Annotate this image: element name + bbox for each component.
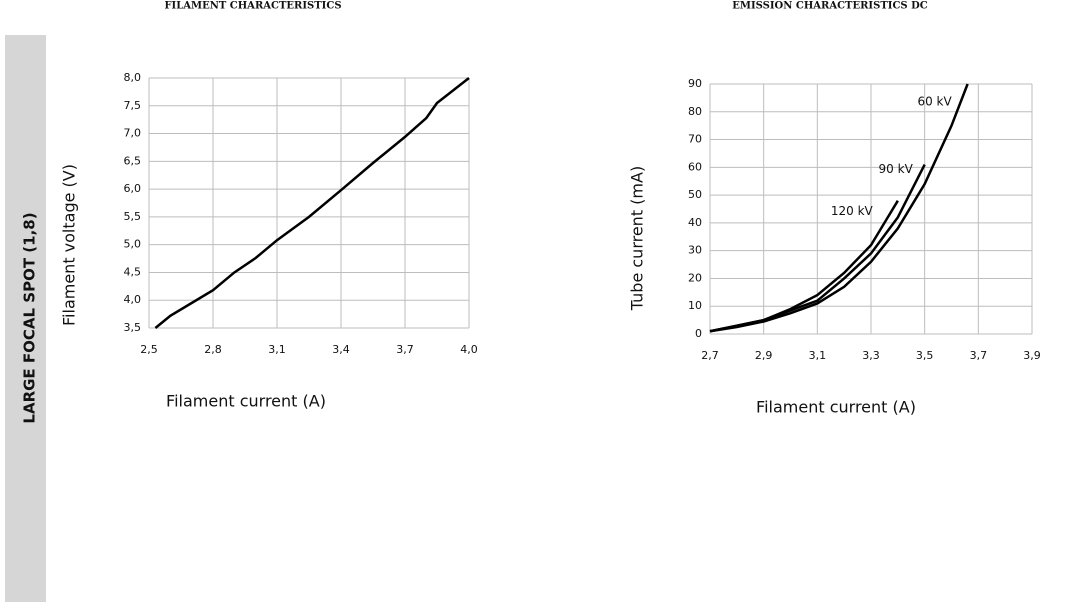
series-label: 90 kV xyxy=(879,162,914,176)
chart-title: EMISSION CHARACTERISTICS DC xyxy=(732,1,928,12)
series-label: 120 kV xyxy=(831,204,874,218)
x-tick-label: 2,5 xyxy=(140,343,158,356)
x-axis-label: Filament current (A) xyxy=(166,392,326,411)
line xyxy=(154,77,470,329)
series-label: 60 kV xyxy=(917,95,952,109)
y-axis-label: Tube current (mA) xyxy=(628,166,647,311)
chart-title: FILAMENT CHARACTERISTICS xyxy=(164,1,341,12)
y-tick-label: 40 xyxy=(688,216,702,229)
y-tick-label: 70 xyxy=(688,133,702,146)
side-label: LARGE FOCAL SPOT (1,8) xyxy=(21,212,39,423)
y-tick-label: 90 xyxy=(688,77,702,90)
y-tick-label: 4,0 xyxy=(124,293,142,306)
x-tick-label: 2,9 xyxy=(755,349,773,362)
y-tick-label: 7,5 xyxy=(124,99,142,112)
y-tick-label: 3,5 xyxy=(124,321,142,334)
x-tick-label: 3,1 xyxy=(268,343,286,356)
x-tick-label: 3,5 xyxy=(916,349,934,362)
side-band xyxy=(5,35,46,602)
line xyxy=(709,200,899,333)
y-tick-label: 20 xyxy=(688,271,702,284)
y-axis-label: Filament voltage (V) xyxy=(60,164,79,326)
x-tick-label: 3,3 xyxy=(862,349,880,362)
x-axis-label: Filament current (A) xyxy=(756,398,916,417)
x-tick-label: 2,7 xyxy=(701,349,719,362)
y-tick-label: 10 xyxy=(688,299,702,312)
y-tick-label: 5,0 xyxy=(124,238,142,251)
y-tick-label: 8,0 xyxy=(124,71,142,84)
x-tick-label: 3,7 xyxy=(970,349,988,362)
y-tick-label: 60 xyxy=(688,160,702,173)
x-tick-label: 2,8 xyxy=(204,343,222,356)
y-tick-label: 5,5 xyxy=(124,210,142,223)
y-tick-label: 7,0 xyxy=(124,127,142,140)
x-tick-label: 3,4 xyxy=(332,343,350,356)
x-tick-label: 3,7 xyxy=(396,343,414,356)
y-tick-label: 6,5 xyxy=(124,154,142,167)
y-tick-label: 50 xyxy=(688,188,702,201)
y-tick-label: 30 xyxy=(688,244,702,257)
x-tick-label: 3,1 xyxy=(809,349,827,362)
line xyxy=(709,83,969,333)
y-tick-label: 80 xyxy=(688,105,702,118)
x-tick-label: 3,9 xyxy=(1023,349,1041,362)
y-tick-label: 4,5 xyxy=(124,265,142,278)
y-tick-label: 6,0 xyxy=(124,182,142,195)
y-tick-label: 0 xyxy=(695,327,702,340)
x-tick-label: 4,0 xyxy=(460,343,478,356)
